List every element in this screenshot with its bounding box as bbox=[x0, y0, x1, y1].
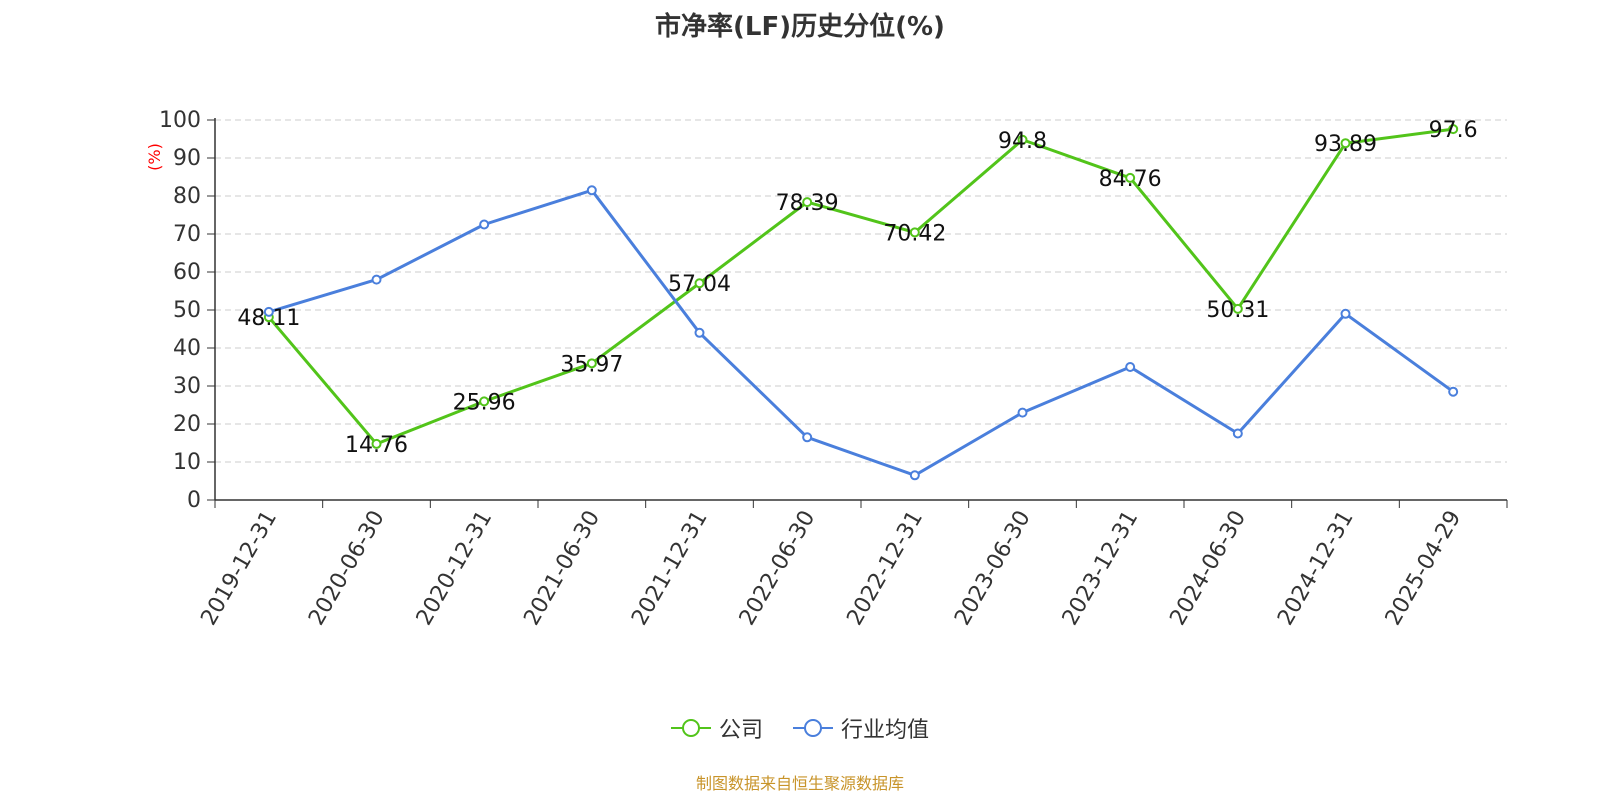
y-tick-label: 70 bbox=[173, 222, 201, 247]
data-point bbox=[1340, 308, 1351, 319]
data-point bbox=[694, 327, 705, 338]
data-label: 93.89 bbox=[1314, 132, 1377, 157]
x-tick-label: 2020-12-31 bbox=[412, 506, 498, 629]
y-axis-label: (%) bbox=[145, 143, 164, 171]
x-tick-label: 2020-06-30 bbox=[304, 507, 390, 630]
data-point bbox=[1232, 303, 1243, 314]
data-point bbox=[1017, 407, 1028, 418]
legend-label: 公司 bbox=[718, 718, 763, 743]
series bbox=[263, 124, 1459, 481]
y-tick-label: 100 bbox=[159, 108, 201, 133]
y-tick-label: 10 bbox=[173, 450, 201, 475]
data-point bbox=[909, 470, 920, 481]
chart-title: 市净率(LF)历史分位(%) bbox=[655, 12, 945, 42]
data-label: 97.6 bbox=[1429, 118, 1478, 143]
x-tick-label: 2021-12-31 bbox=[627, 507, 713, 630]
data-point bbox=[694, 278, 705, 289]
series-line-1 bbox=[268, 188, 1455, 477]
y-tick-label: 40 bbox=[173, 336, 201, 361]
legend: 公司 行业均值 bbox=[0, 712, 1600, 744]
x-tick-label: 2024-06-30 bbox=[1165, 507, 1251, 630]
data-label: 25.96 bbox=[453, 390, 516, 415]
y-tick-label: 90 bbox=[173, 146, 201, 171]
x-tick-label: 2023-12-31 bbox=[1058, 507, 1144, 630]
x-tick-label: 2022-12-31 bbox=[842, 506, 928, 629]
data-point bbox=[802, 432, 813, 443]
series-line-0 bbox=[267, 127, 1454, 446]
data-point bbox=[802, 197, 813, 208]
legend-line-icon bbox=[793, 719, 833, 737]
y-tick-label: 30 bbox=[173, 374, 201, 399]
data-label: 70.42 bbox=[883, 221, 946, 246]
x-tick-label: 2019-12-31 bbox=[196, 507, 282, 630]
data-label: 78.39 bbox=[776, 191, 839, 216]
x-tick-label: 2024-12-31 bbox=[1273, 507, 1359, 630]
data-point bbox=[1448, 386, 1459, 397]
data-point bbox=[1125, 362, 1136, 372]
data-point bbox=[586, 185, 597, 196]
x-tick-label: 2021-06-30 bbox=[519, 507, 605, 630]
data-point bbox=[371, 438, 382, 449]
y-tick-label: 60 bbox=[173, 260, 201, 285]
data-point bbox=[1125, 172, 1136, 183]
axes: 0 10 20 30 40 50 60 70 80 90 100 (%) 2019-12-31 2020-… bbox=[145, 108, 1508, 630]
data-label: 57.04 bbox=[668, 272, 731, 297]
data-label: 84.76 bbox=[1099, 167, 1162, 192]
data-label: 35.97 bbox=[560, 352, 623, 377]
data-point bbox=[1448, 124, 1459, 135]
y-tick-label: 80 bbox=[173, 184, 201, 209]
x-tick-label: 2022-06-30 bbox=[735, 507, 821, 630]
data-point bbox=[1340, 138, 1351, 149]
data-point bbox=[479, 396, 490, 407]
data-label: 14.76 bbox=[345, 433, 408, 458]
grid-lines bbox=[215, 119, 1507, 463]
x-tick-label: 2023-06-30 bbox=[950, 507, 1036, 630]
legend-line-icon bbox=[670, 719, 711, 737]
legend-item-industry[interactable]: 行业均值 bbox=[793, 712, 929, 744]
y-tick-label: 50 bbox=[173, 298, 201, 323]
y-tick-label: 20 bbox=[173, 412, 201, 437]
y-tick-label: 0 bbox=[187, 488, 201, 513]
data-point bbox=[479, 219, 490, 230]
data-point bbox=[586, 358, 597, 369]
source-note: 制图数据来自恒生聚源数据库 bbox=[695, 774, 904, 793]
data-point bbox=[263, 306, 274, 317]
x-tick-label: 2025-04-29 bbox=[1381, 507, 1467, 630]
data-labels: 48.11 14.76 25.96 35.97 57.04 78.39 70.42 94.8 8… bbox=[237, 118, 1477, 458]
data-label: 94.8 bbox=[998, 129, 1047, 154]
legend-label: 行业均值 bbox=[841, 718, 930, 743]
data-label: 50.31 bbox=[1206, 298, 1269, 323]
data-point bbox=[371, 274, 382, 285]
data-point bbox=[909, 227, 920, 238]
data-label: 48.11 bbox=[237, 306, 300, 331]
data-point bbox=[1017, 134, 1028, 145]
data-point bbox=[1232, 428, 1243, 439]
legend-item-company[interactable]: 公司 bbox=[670, 712, 763, 744]
